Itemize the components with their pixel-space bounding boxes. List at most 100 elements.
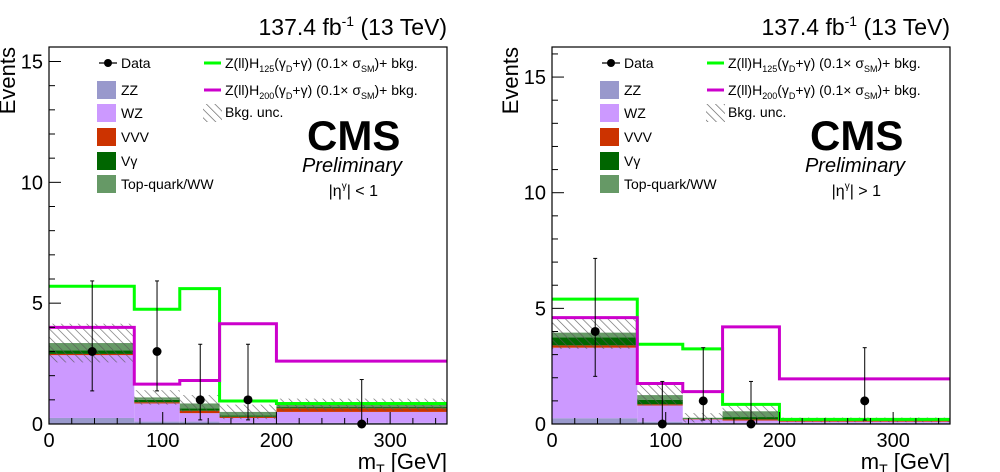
preliminary-label: Preliminary: [805, 155, 906, 177]
legend-label: VVV: [624, 129, 653, 145]
legend-label: Vγ: [121, 153, 137, 169]
chart-title: 137.4 fb-1 (13 TeV): [762, 13, 951, 40]
plot-frame: [48, 46, 448, 425]
text-span: | < 1: [347, 183, 378, 200]
legend-label: Top-quark/WW: [121, 176, 214, 192]
legend-swatch: [600, 104, 619, 122]
y-tick-label: 5: [32, 293, 43, 315]
y-tick-label: 0: [32, 414, 43, 436]
text-span: (γ: [274, 55, 286, 71]
legend-label: ZZ: [624, 82, 642, 98]
x-axis-label: mT [GeV]: [861, 449, 950, 472]
text-span: 200: [762, 91, 777, 101]
legend-label: ZZ: [121, 82, 139, 98]
y-tick-label: 15: [524, 67, 546, 89]
legend-label-bkg-unc: Bkg. unc.: [728, 104, 786, 120]
text-span: SM: [361, 64, 375, 74]
text-span: (γ: [274, 82, 286, 98]
y-tick-label: 10: [21, 172, 43, 194]
text-span: +γ) (0.1× σ: [292, 82, 361, 98]
stack-bar-zz: [179, 421, 220, 424]
legend-hatch-swatch: [706, 104, 725, 122]
x-tick-label: 200: [763, 430, 796, 452]
text-span: [GeV]: [888, 449, 950, 472]
legend: DataZZWZVVVVγTop-quark/WWZ(ll)H125(γD+γ)…: [600, 55, 921, 193]
text-span: 137.4 fb: [259, 14, 342, 40]
bkg-uncertainty-band: [682, 413, 723, 423]
text-span: m: [358, 449, 376, 472]
text-span: +γ) (0.1× σ: [795, 82, 864, 98]
legend-label-signal: Z(ll)H200(γD+γ) (0.1× σSM)+ bkg.: [728, 82, 921, 101]
legend-label-data: Data: [624, 55, 654, 71]
legend-swatch: [97, 175, 116, 193]
chart-title: 137.4 fb-1 (13 TeV): [259, 13, 448, 40]
text-span: Z(ll)H: [728, 82, 762, 98]
x-tick-label: 100: [146, 430, 179, 452]
data-point: [590, 326, 600, 336]
x-tick-label: 0: [43, 430, 54, 452]
data-point: [860, 396, 870, 406]
legend-swatch: [600, 81, 619, 99]
text-span: (13 TeV): [857, 14, 950, 40]
data-point: [698, 396, 708, 406]
stack-bar-zz: [49, 417, 135, 424]
stack-bar-wz: [779, 421, 950, 423]
x-tick-label: 200: [260, 430, 293, 452]
legend-label-signal: Z(ll)H125(γD+γ) (0.1× σSM)+ bkg.: [225, 55, 418, 74]
bkg-uncertainty-band: [134, 390, 180, 405]
legend-swatch: [97, 104, 116, 122]
stack-bar-wz: [134, 403, 180, 422]
legend-hatch-swatch: [203, 104, 222, 122]
legend-label: Vγ: [624, 153, 640, 169]
plot-frame: [551, 46, 951, 425]
text-span: Z(ll)H: [728, 55, 762, 71]
stack-bar-wz: [179, 413, 220, 422]
x-tick-label: 100: [649, 430, 682, 452]
text-span: Z(ll)H: [225, 82, 259, 98]
text-span: 125: [762, 64, 777, 74]
text-span: )+ bkg.: [374, 82, 417, 98]
signal-line-2: [49, 322, 447, 386]
legend: DataZZWZVVVVγTop-quark/WWZ(ll)H125(γD+γ)…: [97, 55, 418, 193]
text-span: m: [861, 449, 879, 472]
text-span: D: [789, 64, 796, 74]
stack-bar-wz: [552, 347, 638, 419]
text-span: -1: [845, 13, 858, 29]
cms-logo-text: CMS: [810, 112, 903, 159]
text-span: γ: [845, 181, 850, 192]
text-span: D: [789, 91, 796, 101]
text-span: SM: [864, 64, 878, 74]
signal-line-2: [552, 316, 950, 394]
stack-bar-zz: [219, 422, 277, 424]
data-point: [243, 395, 253, 405]
y-tick-label: 5: [535, 298, 546, 320]
text-span: [GeV]: [385, 449, 447, 472]
y-axis-label: Events: [498, 47, 523, 114]
preliminary-label: Preliminary: [302, 155, 403, 177]
legend-label-signal: Z(ll)H125(γD+γ) (0.1× σSM)+ bkg.: [728, 55, 921, 74]
bkg-uncertainty-band: [637, 384, 683, 406]
text-span: Z(ll)H: [225, 55, 259, 71]
stack-bar-zz: [134, 421, 180, 424]
legend-label: Top-quark/WW: [624, 176, 717, 192]
text-span: |η: [329, 183, 342, 200]
legend-swatch: [97, 81, 116, 99]
text-span: SM: [361, 91, 375, 101]
text-span: T: [376, 461, 385, 472]
text-span: )+ bkg.: [877, 82, 920, 98]
data-point: [195, 395, 205, 405]
text-span: |η: [832, 183, 845, 200]
text-span: γ: [342, 181, 347, 192]
text-span: (13 TeV): [354, 14, 447, 40]
stack-bar-wz: [49, 355, 135, 418]
text-span: 137.4 fb: [762, 14, 845, 40]
y-tick-label: 15: [21, 52, 43, 74]
text-span: D: [286, 91, 293, 101]
text-span: | > 1: [850, 183, 881, 200]
legend-swatch: [97, 152, 116, 170]
legend-swatch: [600, 175, 619, 193]
text-span: SM: [864, 91, 878, 101]
